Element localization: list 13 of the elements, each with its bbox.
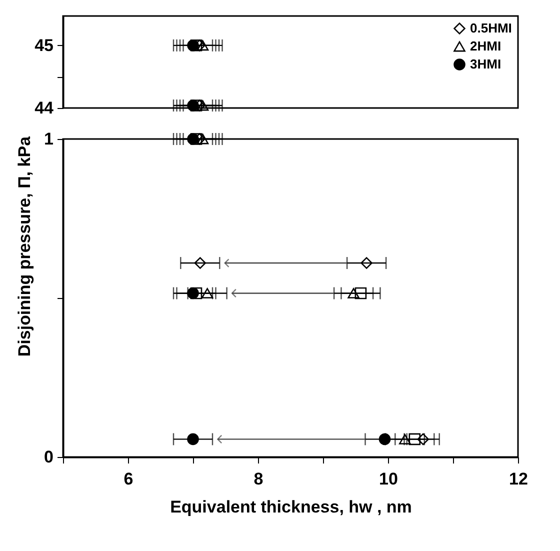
x-tick-label: 6 (124, 470, 134, 488)
legend-label: 0.5HMI (470, 20, 512, 36)
legend-label: 3HMI (470, 56, 502, 72)
y-tick-label: 0 (44, 448, 54, 466)
x-tick-label: 10 (379, 470, 398, 488)
y-tick-label: 45 (34, 36, 54, 55)
x-axis-title: Equivalent thickness, hw , nm (170, 498, 412, 516)
legend-label: 2HMI (470, 38, 502, 54)
y-axis-title: Disjoining pressure, Π, kPa (15, 136, 34, 357)
y-tick-label: 44 (34, 98, 54, 118)
y-tick-label: 1 (44, 130, 54, 148)
x-tick-label: 12 (509, 470, 528, 488)
x-tick-label: 8 (254, 470, 264, 488)
